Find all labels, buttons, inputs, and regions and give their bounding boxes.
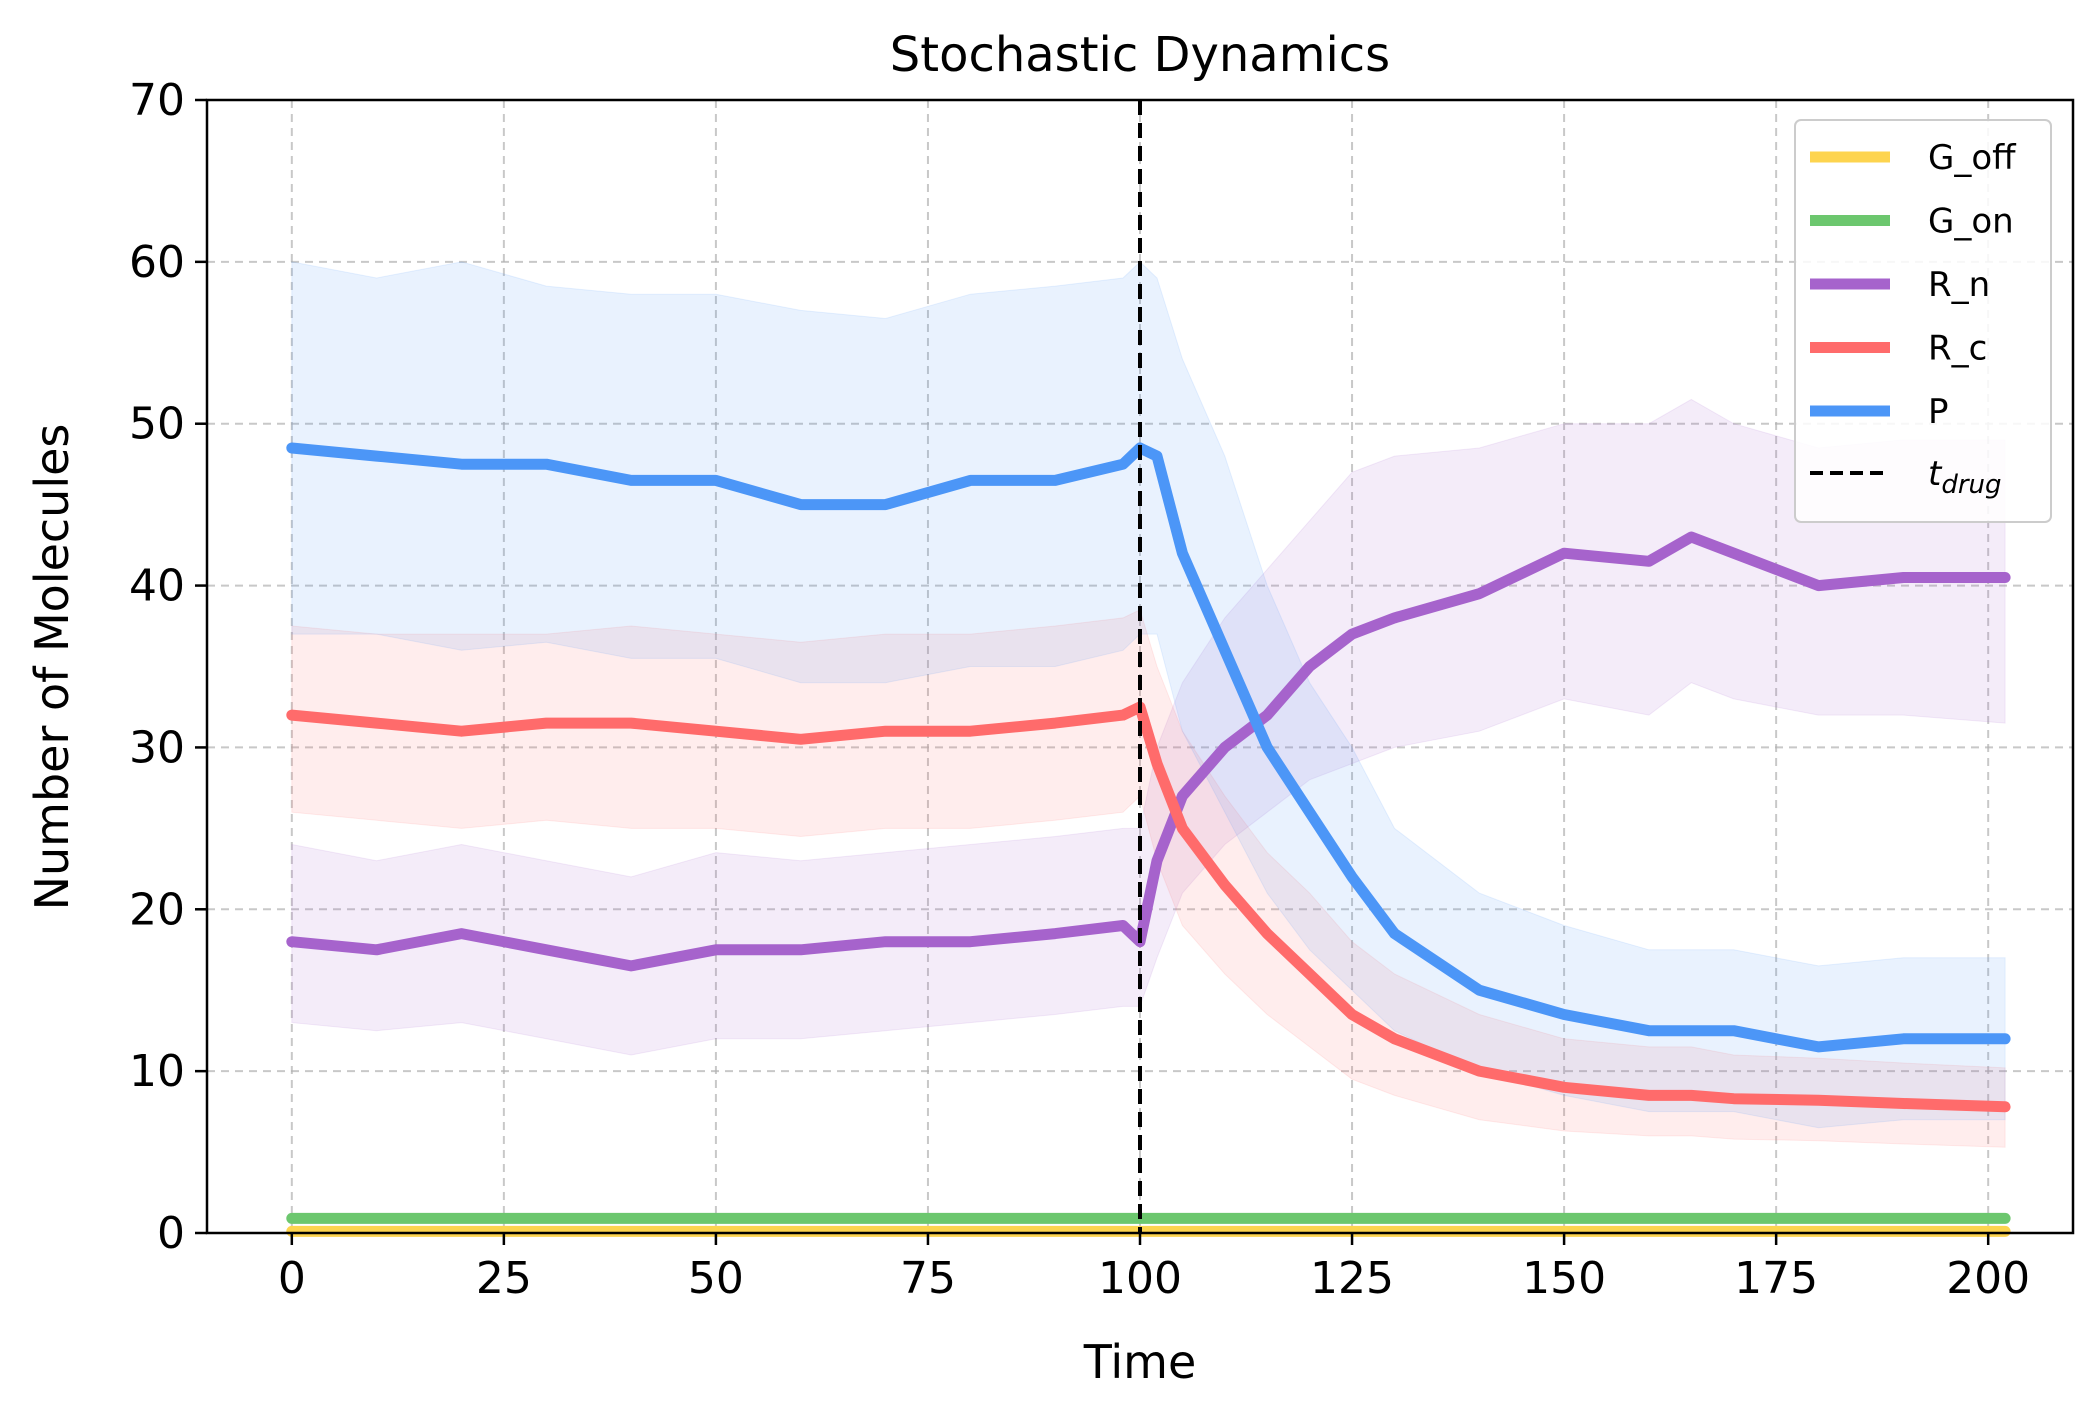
x-tick-label: 100 — [1098, 1253, 1182, 1304]
legend-label-drug: tdrug — [1928, 454, 2002, 500]
x-tick-label: 200 — [1946, 1253, 2030, 1304]
series-line-r-c — [286, 701, 2011, 1113]
y-axis-label: Number of Molecules — [25, 424, 79, 911]
axis-ticks: 0 25 50 75 100 125 150 175 200 0 10 20 30 40 50 60 70 — [129, 75, 2030, 1304]
y-tick-label: 20 — [129, 884, 185, 935]
series-line-r-n — [286, 531, 2011, 972]
x-tick-label: 25 — [476, 1253, 532, 1304]
y-tick-label: 40 — [129, 561, 185, 612]
y-tick-label: 10 — [129, 1046, 185, 1097]
legend-box — [1794, 119, 2052, 523]
x-tick-label: 150 — [1522, 1253, 1606, 1304]
legend-label-r-c: R_c — [1928, 329, 1987, 369]
series-line-p — [286, 442, 2011, 1053]
y-tick-label: 30 — [129, 722, 185, 773]
y-tick-label: 0 — [157, 1208, 185, 1259]
legend-label-drug-sub: drug — [1941, 470, 2001, 500]
y-tick-label: 50 — [129, 399, 185, 450]
band-r-n — [291, 398, 2006, 1056]
x-tick-label: 175 — [1734, 1253, 1818, 1304]
x-tick-label: 75 — [900, 1253, 956, 1304]
legend-label-g-off: G_off — [1928, 138, 2017, 178]
x-tick-label: 125 — [1310, 1253, 1394, 1304]
legend-label-g-on: G_on — [1928, 202, 2014, 242]
x-axis-label: Time — [1083, 1335, 1197, 1389]
series-lines — [286, 442, 2011, 1237]
y-tick-label: 70 — [129, 75, 185, 126]
legend-label-p: P — [1928, 392, 1949, 432]
x-tick-label: 0 — [278, 1253, 306, 1304]
chart-title: Stochastic Dynamics — [890, 27, 1390, 83]
x-tick-label: 50 — [688, 1253, 744, 1304]
band-r-c — [291, 609, 2006, 1148]
legend-label-r-n: R_n — [1928, 265, 1990, 305]
legend-label-drug-base: t — [1928, 454, 1943, 494]
legend: G_off G_on R_n R_c P tdrug — [1794, 119, 2052, 523]
y-tick-label: 60 — [129, 237, 185, 288]
